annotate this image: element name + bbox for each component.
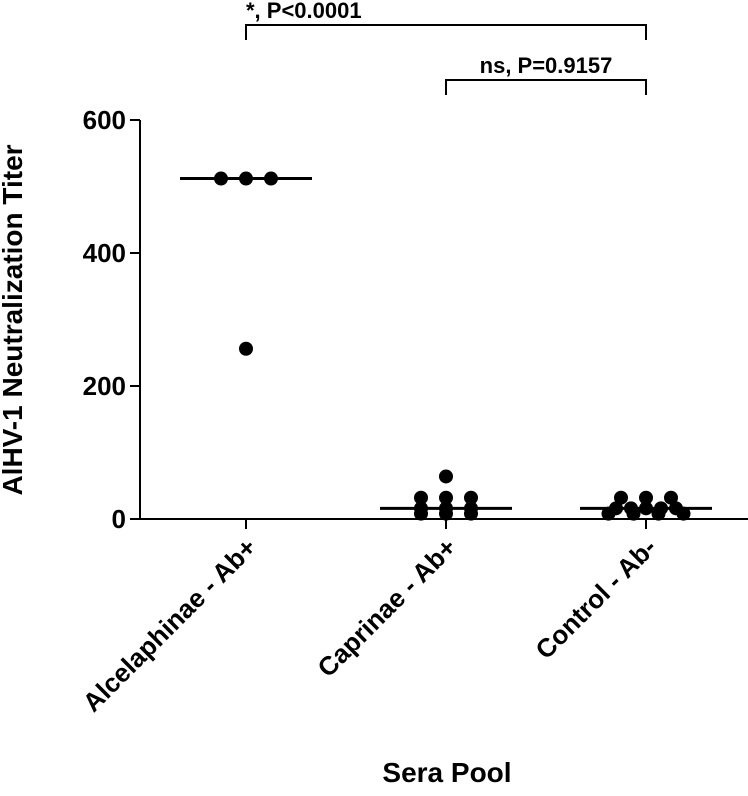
x-tick-label: Alcelaphinae - Ab+ <box>77 532 263 718</box>
data-point <box>464 490 478 505</box>
data-point <box>601 506 616 521</box>
data-point <box>439 469 453 484</box>
data-point <box>414 490 428 505</box>
significance-label: *, P<0.0001 <box>246 0 362 23</box>
significance-bracket <box>245 24 647 40</box>
y-tick-label: 0 <box>112 504 126 534</box>
data-point <box>614 490 628 505</box>
x-tick-label: Control - Ab- <box>529 532 662 665</box>
data-point <box>239 341 253 356</box>
data-point <box>439 490 453 505</box>
significance-label: ns, P=0.9157 <box>480 53 613 78</box>
y-tick-label: 200 <box>83 371 126 401</box>
x-tick-label: Caprinae - Ab+ <box>311 532 462 683</box>
data-point <box>414 506 428 521</box>
y-tick-label: 600 <box>83 105 126 135</box>
y-axis-label: AlHV-1 Neutralization Titer <box>0 144 28 495</box>
x-axis-label: Sera Pool <box>382 757 511 788</box>
data-point <box>639 490 653 505</box>
data-point <box>626 506 641 521</box>
data-point <box>664 490 678 505</box>
y-tick-label: 400 <box>83 238 126 268</box>
significance-bracket <box>445 79 647 95</box>
